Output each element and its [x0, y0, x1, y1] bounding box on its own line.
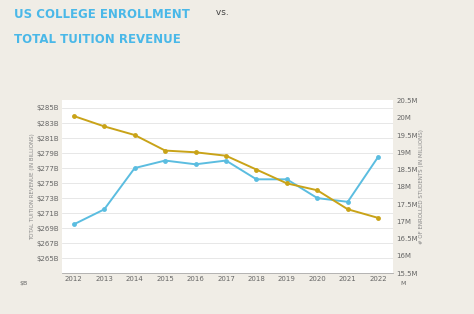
Text: vs.: vs. [213, 8, 229, 17]
Text: US COLLEGE ENROLLMENT: US COLLEGE ENROLLMENT [14, 8, 190, 21]
Text: $B: $B [19, 281, 27, 286]
Y-axis label: # OF ENROLLED STUDENTS (IN MILLIONS): # OF ENROLLED STUDENTS (IN MILLIONS) [419, 129, 425, 244]
Y-axis label: TOTAL TUITION REVENUE (IN BILLIONS): TOTAL TUITION REVENUE (IN BILLIONS) [29, 133, 35, 240]
Text: M: M [401, 281, 406, 286]
Text: TOTAL TUITION REVENUE: TOTAL TUITION REVENUE [14, 33, 181, 46]
